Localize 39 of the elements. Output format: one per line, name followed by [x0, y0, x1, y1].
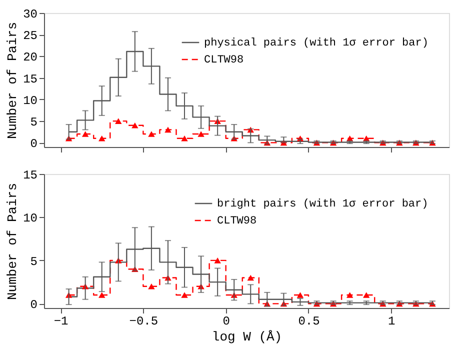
y-tick-label: 15	[23, 168, 38, 182]
y-tick-label: 5	[30, 116, 38, 130]
x-tick-label: −1	[54, 314, 68, 328]
point	[362, 292, 370, 298]
y-tick-label: 30	[23, 8, 38, 22]
point	[98, 135, 106, 142]
y-tick-label: 15	[23, 72, 38, 86]
y-tick-label: 25	[23, 29, 38, 44]
point	[98, 292, 106, 298]
x-tick-label: 0.5	[298, 314, 320, 328]
x-tick-label: 1	[388, 314, 396, 328]
point	[346, 292, 354, 298]
legend-label: physical pairs (with 1σ error bar)	[204, 38, 428, 50]
y-tick-label: 20	[23, 50, 38, 65]
point	[198, 131, 204, 137]
point	[214, 258, 221, 264]
x-tick-label: −0.5	[129, 314, 158, 328]
y-tick-label: 0	[30, 137, 38, 152]
y-tick-label: 5	[30, 254, 38, 269]
point	[148, 131, 155, 137]
point	[247, 274, 254, 281]
y-axis-title: Number of Pairs	[5, 22, 20, 140]
point	[148, 283, 155, 290]
x-tick-label: 0	[222, 314, 230, 328]
point	[164, 126, 172, 133]
y-axis-title: Number of Pairs	[5, 182, 20, 300]
legend-label: bright pairs (with 1σ error bar)	[217, 198, 428, 210]
y-tick-label: 0	[30, 298, 38, 312]
legend-label: CLTW98	[204, 54, 244, 66]
x-axis-title: log W (Å)	[212, 330, 282, 344]
point	[82, 131, 89, 137]
point	[115, 118, 122, 124]
y-tick-label: 10	[23, 94, 38, 108]
legend-label: CLTW98	[217, 216, 257, 228]
point	[132, 122, 138, 128]
point	[181, 135, 188, 142]
y-tick-label: 10	[23, 212, 38, 226]
point	[181, 292, 188, 298]
point	[296, 292, 304, 298]
